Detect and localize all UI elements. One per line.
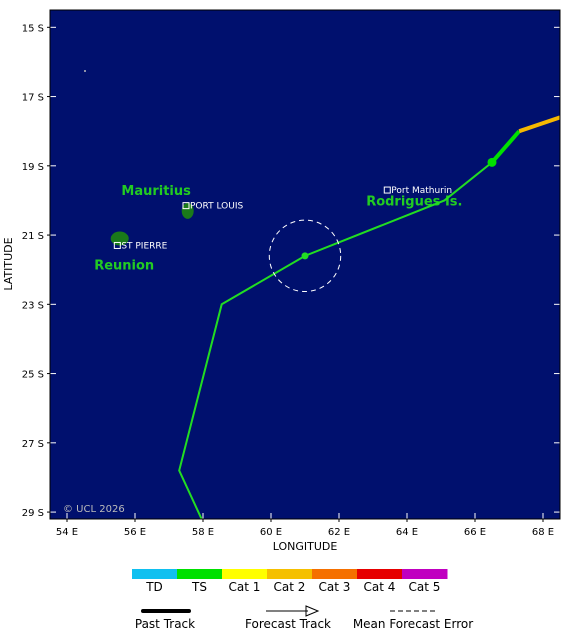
intensity-swatch (267, 569, 313, 579)
x-tick-label: 68 E (532, 527, 554, 538)
x-tick-label: 54 E (56, 527, 78, 538)
intensity-swatch (312, 569, 358, 579)
intensity-label: Cat 4 (364, 580, 396, 594)
place-marker (383, 186, 391, 194)
map-plot: Mauritius Reunion Rodrigues Is. PORT LOUIS S… (50, 10, 560, 519)
place-label: PORT LOUIS (190, 202, 243, 212)
y-tick-label: 27 S (22, 439, 44, 450)
current-position-marker (487, 157, 497, 167)
forecast-track-label: Forecast Track (245, 617, 331, 631)
forecast-arrow-icon (305, 605, 320, 617)
ocean (50, 10, 560, 519)
map-content: Mauritius Reunion Rodrigues Is. PORT LOUIS S… (84, 70, 560, 519)
intensity-label: Cat 5 (409, 580, 441, 594)
intensity-label: TD (145, 580, 163, 594)
y-tick-label: 15 S (22, 23, 44, 34)
copyright-text: © UCL 2026 (63, 504, 125, 515)
y-tick-label: 29 S (22, 508, 44, 519)
error-label: Mean Forecast Error (353, 617, 473, 631)
intensity-label: Cat 3 (319, 580, 351, 594)
past-track-label: Past Track (135, 617, 195, 631)
island-label-reunion: Reunion (94, 259, 154, 274)
forecast-track-line (178, 161, 493, 519)
plot-frame (49, 9, 561, 520)
place-label: ST PIERRE (121, 241, 167, 251)
intensity-label: Cat 2 (274, 580, 306, 594)
forecast-point-marker (301, 252, 309, 260)
intensity-swatch (222, 569, 268, 579)
x-axis-title: LONGITUDE (273, 540, 338, 553)
intensity-swatch (132, 569, 178, 579)
place-marker (182, 202, 190, 210)
y-tick-label: 23 S (22, 300, 44, 311)
x-tick-label: 66 E (464, 527, 486, 538)
y-tick-label: 17 S (22, 93, 44, 104)
past-track-ts (490, 129, 521, 164)
place-label: Port Mathurin (391, 186, 452, 196)
y-axis-title: LATITUDE (2, 237, 15, 290)
place-marker (113, 241, 121, 249)
x-tick-label: 60 E (260, 527, 282, 538)
x-tick-label: 64 E (396, 527, 418, 538)
y-tick-label: 21 S (22, 231, 44, 242)
island-label-rodrigues: Rodrigues Is. (366, 195, 462, 210)
intensity-label: TS (191, 580, 207, 594)
map-legend: TD TS Cat 1 Cat 2 Cat 3 Cat 4 Cat 5 Past Track F… (132, 569, 473, 631)
x-tick-label: 58 E (192, 527, 214, 538)
islet-marker (84, 70, 86, 72)
island-label-mauritius: Mauritius (121, 184, 191, 199)
intensity-label: Cat 1 (229, 580, 261, 594)
x-tick-label: 62 E (328, 527, 350, 538)
x-tick-label: 56 E (124, 527, 146, 538)
y-tick-label: 19 S (22, 162, 44, 173)
intensity-swatch (357, 569, 403, 579)
forecast-error-circle (268, 219, 342, 293)
island-mauritius (181, 202, 194, 219)
y-tick-label: 25 S (22, 370, 44, 381)
intensity-swatch (177, 569, 223, 579)
past-track-cat1 (518, 115, 560, 134)
map-axes: 54 E 56 E 58 E 60 E 62 E 64 E 66 E 68 E 15 S 17 S… (2, 9, 561, 553)
intensity-swatch (402, 569, 448, 579)
